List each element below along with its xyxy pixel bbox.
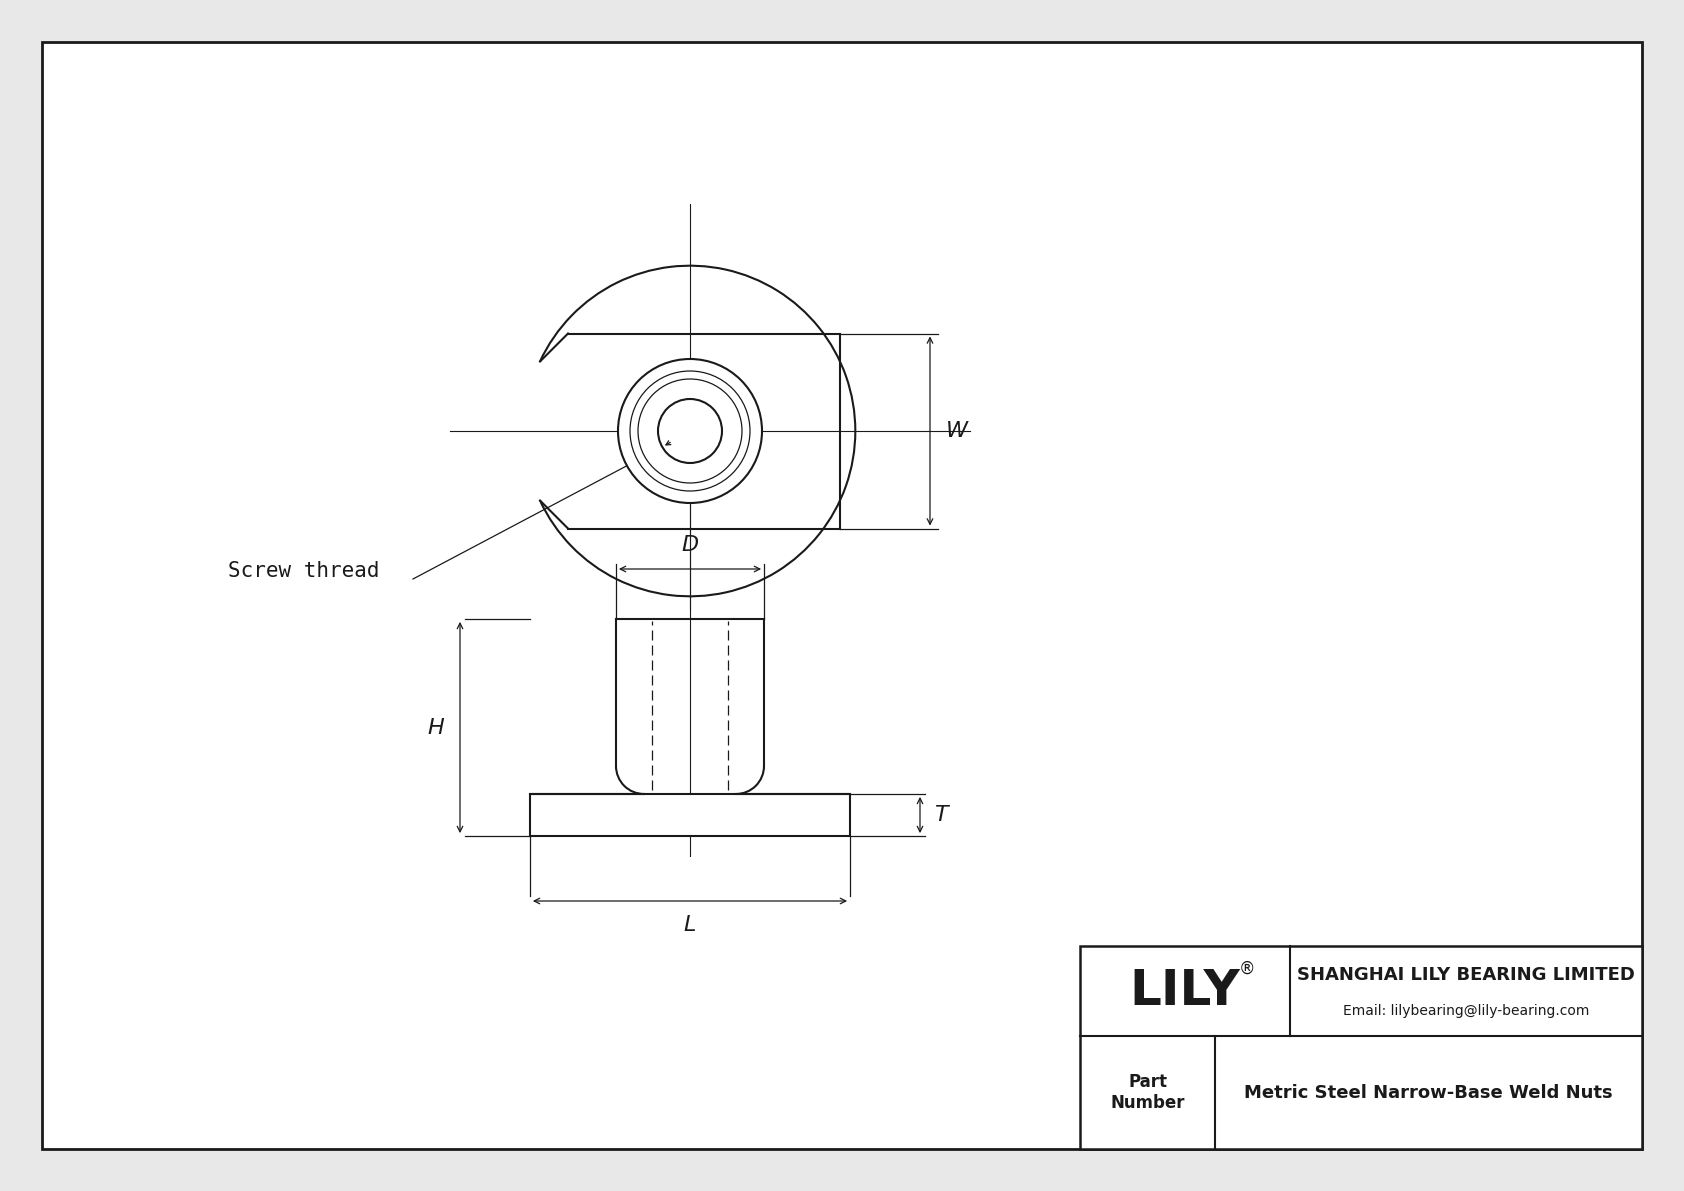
Text: ®: ® xyxy=(1239,960,1255,978)
Text: Screw thread: Screw thread xyxy=(227,561,379,581)
Circle shape xyxy=(658,399,722,463)
Text: LILY: LILY xyxy=(1130,967,1241,1015)
Circle shape xyxy=(638,379,743,484)
Text: L: L xyxy=(684,915,695,935)
Text: T: T xyxy=(935,805,948,825)
Circle shape xyxy=(618,358,761,503)
Bar xyxy=(530,794,850,836)
Text: W: W xyxy=(946,420,968,441)
Text: Part
Number: Part Number xyxy=(1110,1073,1186,1112)
Bar xyxy=(1079,946,1642,1149)
Text: D: D xyxy=(682,535,699,555)
Text: Email: lilybearing@lily-bearing.com: Email: lilybearing@lily-bearing.com xyxy=(1342,1004,1590,1018)
Circle shape xyxy=(630,372,749,491)
Text: Metric Steel Narrow-Base Weld Nuts: Metric Steel Narrow-Base Weld Nuts xyxy=(1244,1084,1613,1102)
Text: SHANGHAI LILY BEARING LIMITED: SHANGHAI LILY BEARING LIMITED xyxy=(1297,966,1635,984)
Text: H: H xyxy=(428,717,445,737)
